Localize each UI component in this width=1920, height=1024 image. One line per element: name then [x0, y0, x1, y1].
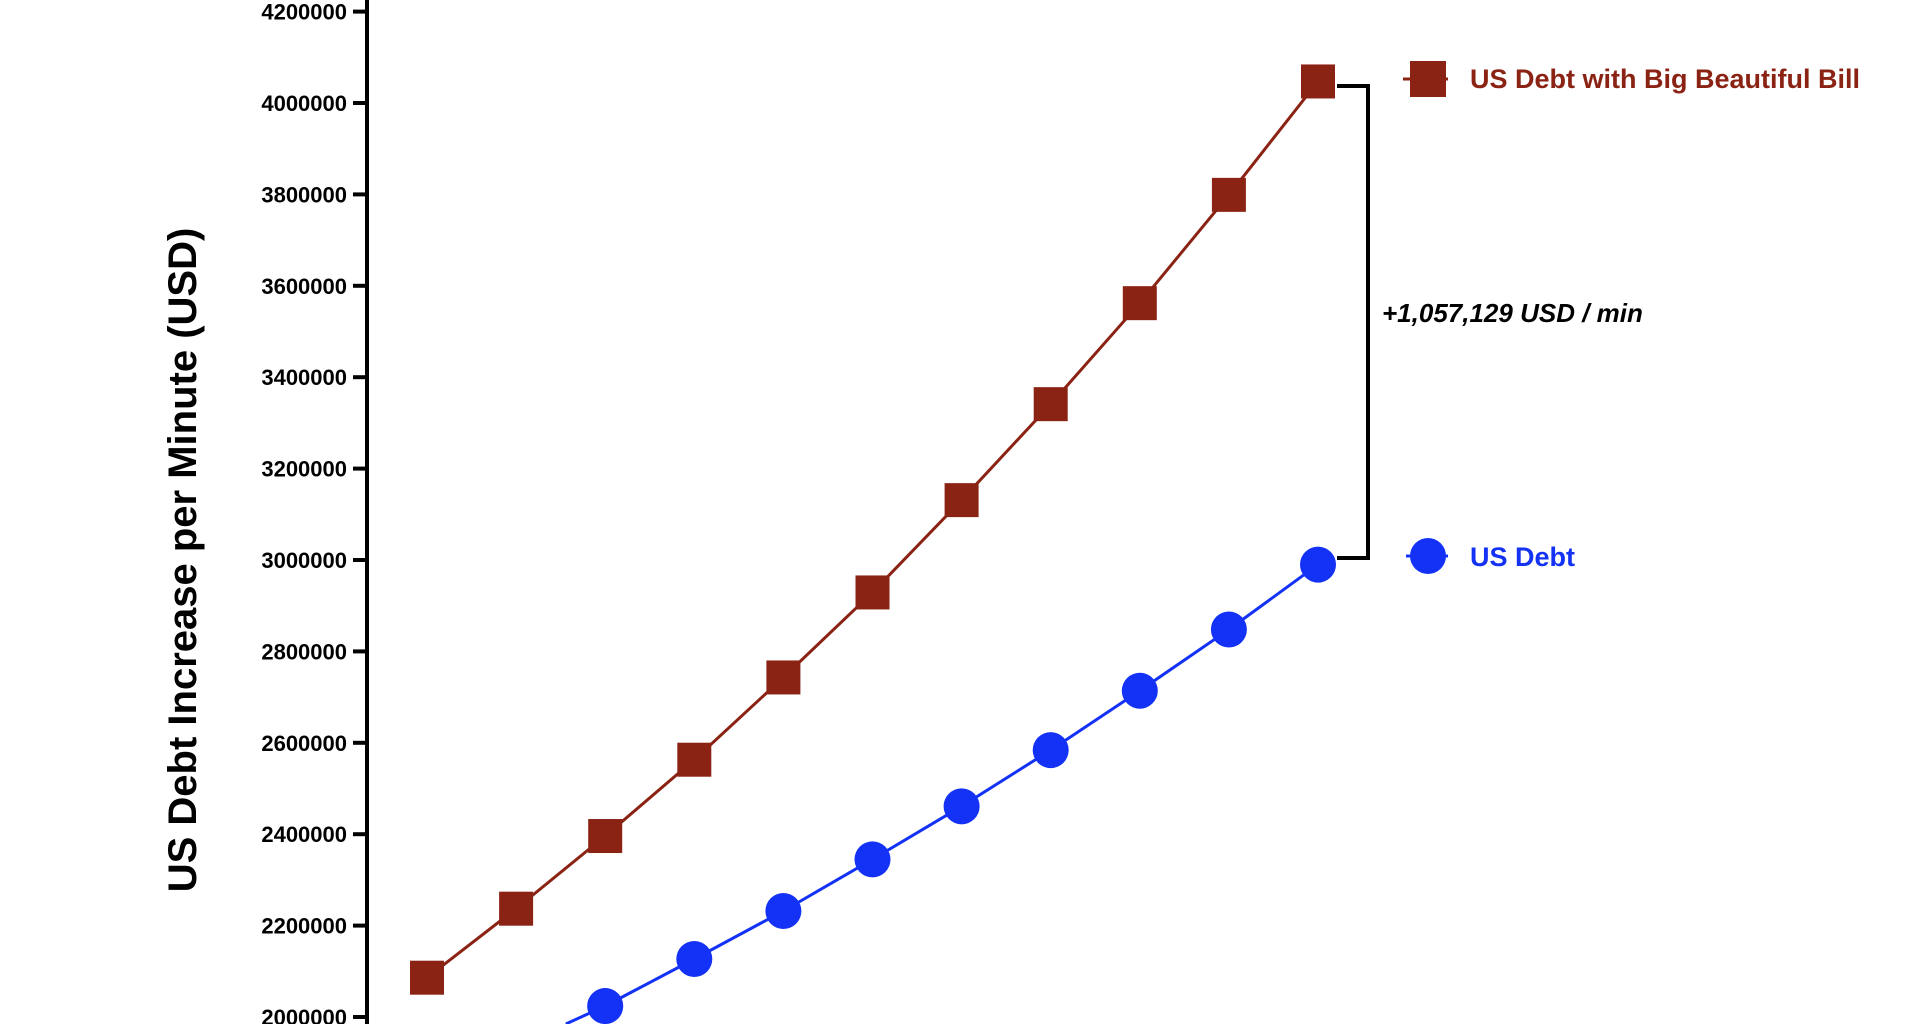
legend-label-us-debt: US Debt: [1470, 542, 1575, 572]
data-point-square: [1033, 387, 1068, 422]
data-point-circle: [765, 892, 802, 929]
data-point-circle: [1032, 732, 1069, 769]
legend-square-marker: [1410, 61, 1446, 97]
y-tick-label: 3000000: [261, 548, 347, 573]
data-point-circle: [1300, 546, 1336, 583]
data-point-square: [766, 660, 801, 695]
data-point-circle: [587, 988, 624, 1024]
legend: US Debt with Big Beautiful Bill US Debt: [1403, 61, 1860, 574]
y-tick-label: 4200000: [261, 0, 347, 25]
y-tick-label: 3400000: [261, 365, 347, 390]
y-axis-label: US Debt Increase per Minute (USD): [161, 228, 205, 893]
series-line-1: [565, 563, 1319, 1024]
y-tick-label: 3200000: [261, 457, 347, 482]
y-tick-label: 2800000: [261, 639, 347, 664]
data-point-square: [588, 819, 623, 854]
difference-bracket: [1337, 84, 1370, 560]
data-point-circle: [854, 841, 891, 878]
data-point-square: [855, 575, 890, 610]
legend-item-us-debt: US Debt: [1406, 538, 1575, 574]
legend-circle-marker: [1410, 538, 1446, 574]
difference-annotation: +1,057,129 USD / min: [1382, 298, 1643, 328]
data-point-square: [1122, 286, 1157, 321]
data-point-circle: [1210, 611, 1247, 648]
series-group: [410, 64, 1336, 1024]
y-tick-label: 2600000: [261, 731, 347, 756]
y-tick-label: 2400000: [261, 822, 347, 847]
y-tick-label: 3600000: [261, 274, 347, 299]
y-tick-label: 4000000: [261, 91, 347, 116]
legend-label-bbb: US Debt with Big Beautiful Bill: [1470, 64, 1860, 94]
data-point-circle: [1121, 672, 1158, 709]
legend-item-bbb: US Debt with Big Beautiful Bill: [1403, 61, 1860, 97]
data-point-circle: [943, 788, 980, 825]
y-axis: 2000000 2200000 2400000 2600000 2800000 30000…: [261, 0, 369, 1024]
y-tick-label: 2200000: [261, 914, 347, 939]
y-tick-label: 2000000: [261, 1005, 347, 1024]
y-tick-label: 3800000: [261, 182, 347, 207]
data-point-square: [677, 742, 712, 777]
data-point-circle: [676, 940, 713, 977]
data-point-square: [499, 891, 534, 926]
data-point-square: [1211, 177, 1246, 212]
data-point-square: [1301, 64, 1335, 99]
data-point-square: [410, 960, 444, 995]
data-point-square: [944, 483, 979, 518]
